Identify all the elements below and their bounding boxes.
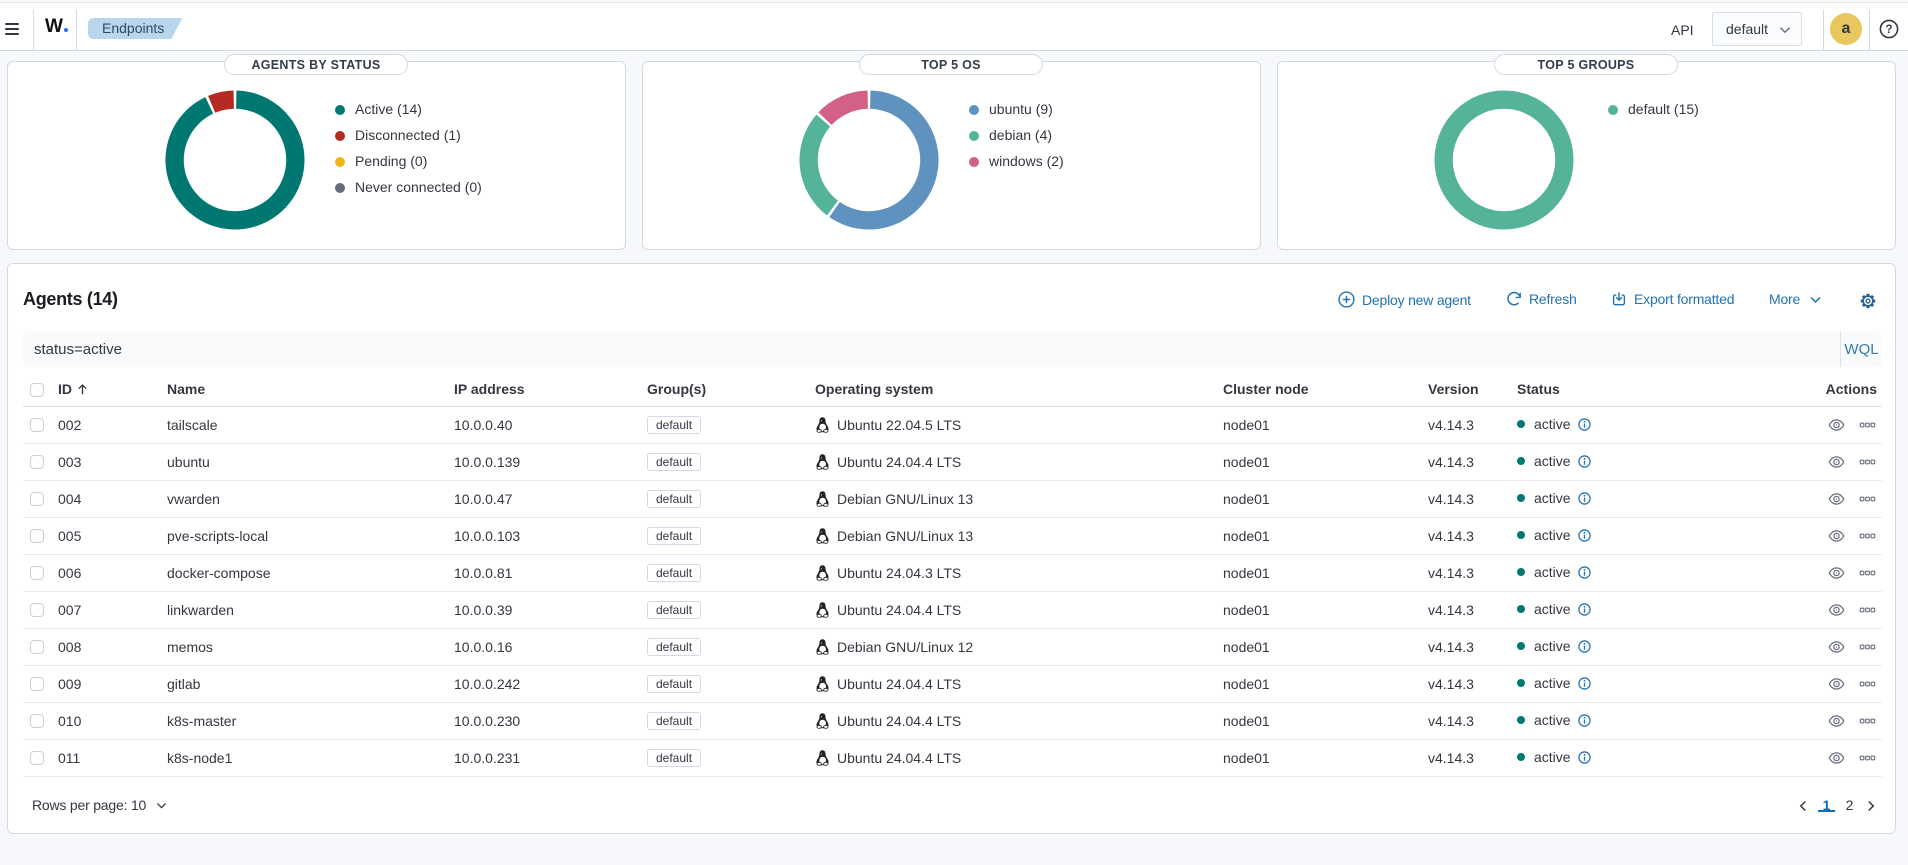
svg-text:?: ? (1885, 24, 1892, 36)
